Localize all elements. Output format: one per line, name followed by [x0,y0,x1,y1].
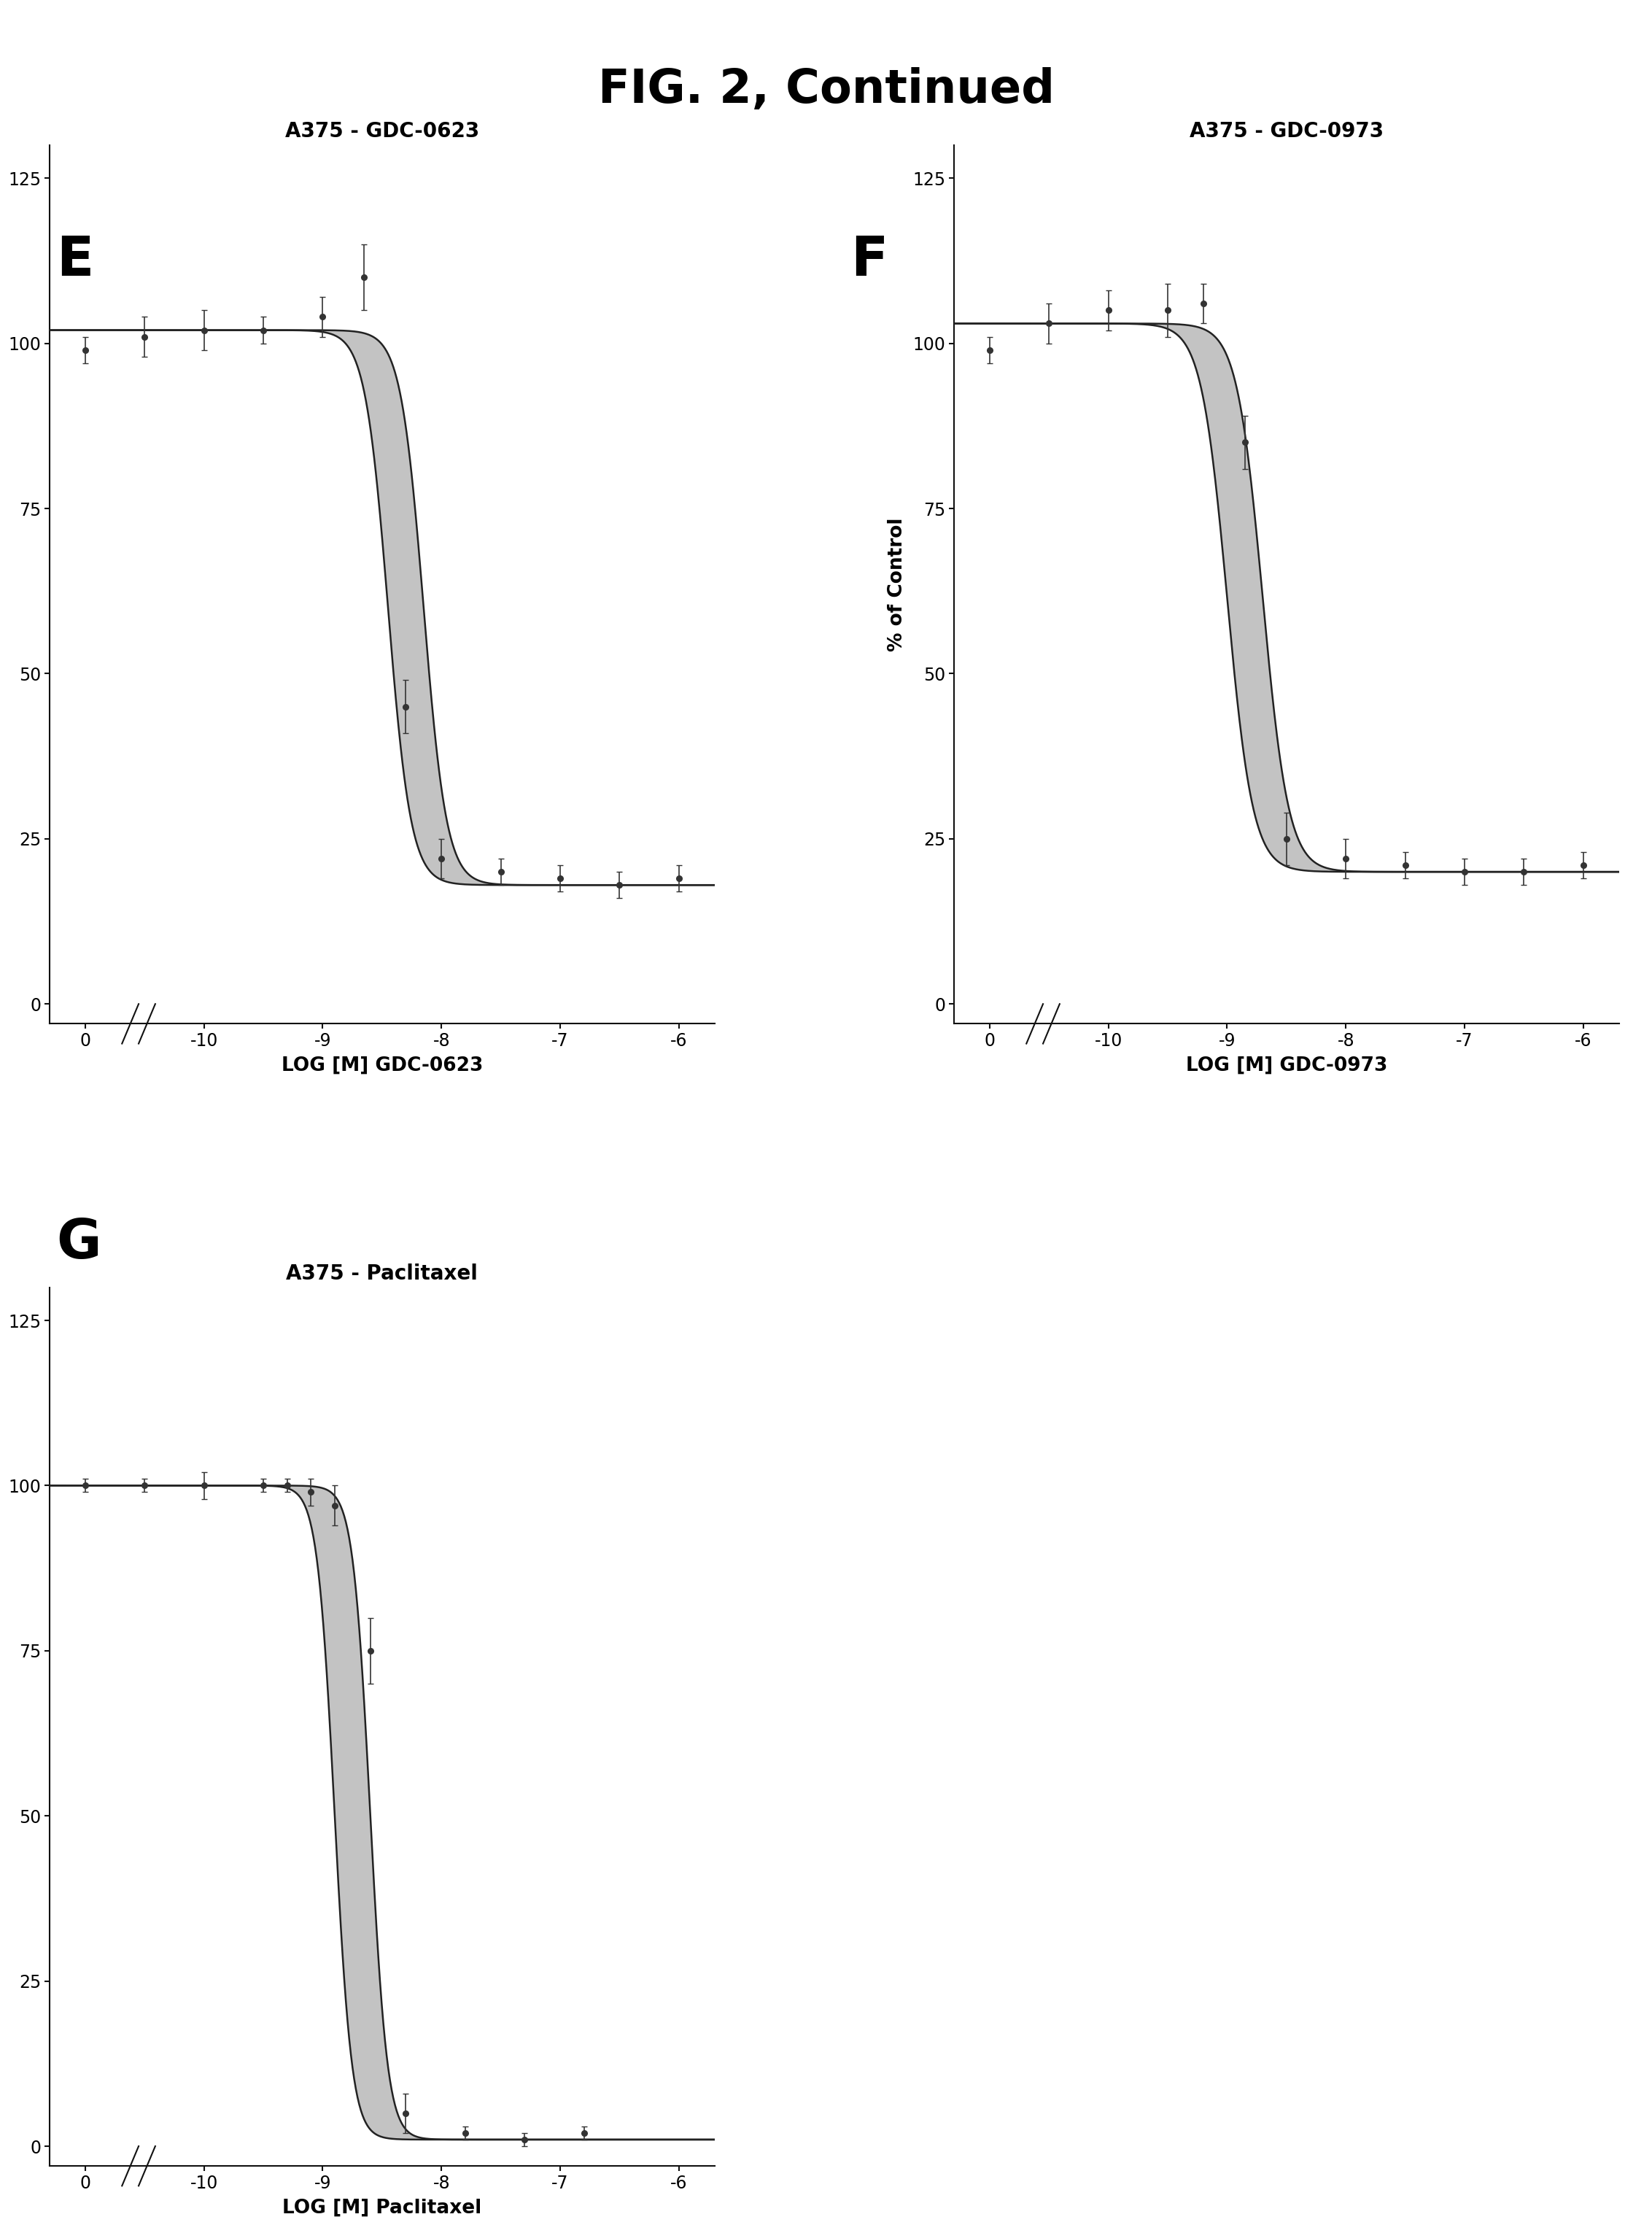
Text: G: G [56,1217,101,1271]
Y-axis label: % of Control: % of Control [887,518,907,652]
X-axis label: LOG [M] GDC-0623: LOG [M] GDC-0623 [281,1056,482,1074]
Text: E: E [56,234,94,288]
Text: FIG. 2, Continued: FIG. 2, Continued [598,67,1054,112]
Title: A375 - GDC-0623: A375 - GDC-0623 [284,121,479,141]
Text: F: F [851,234,889,288]
X-axis label: LOG [M] Paclitaxel: LOG [M] Paclitaxel [282,2197,482,2217]
Y-axis label: % of Control: % of Control [0,1659,2,1793]
Title: A375 - Paclitaxel: A375 - Paclitaxel [286,1264,477,1284]
X-axis label: LOG [M] GDC-0973: LOG [M] GDC-0973 [1186,1056,1388,1074]
Y-axis label: % of Control: % of Control [0,518,2,652]
Title: A375 - GDC-0973: A375 - GDC-0973 [1189,121,1383,141]
